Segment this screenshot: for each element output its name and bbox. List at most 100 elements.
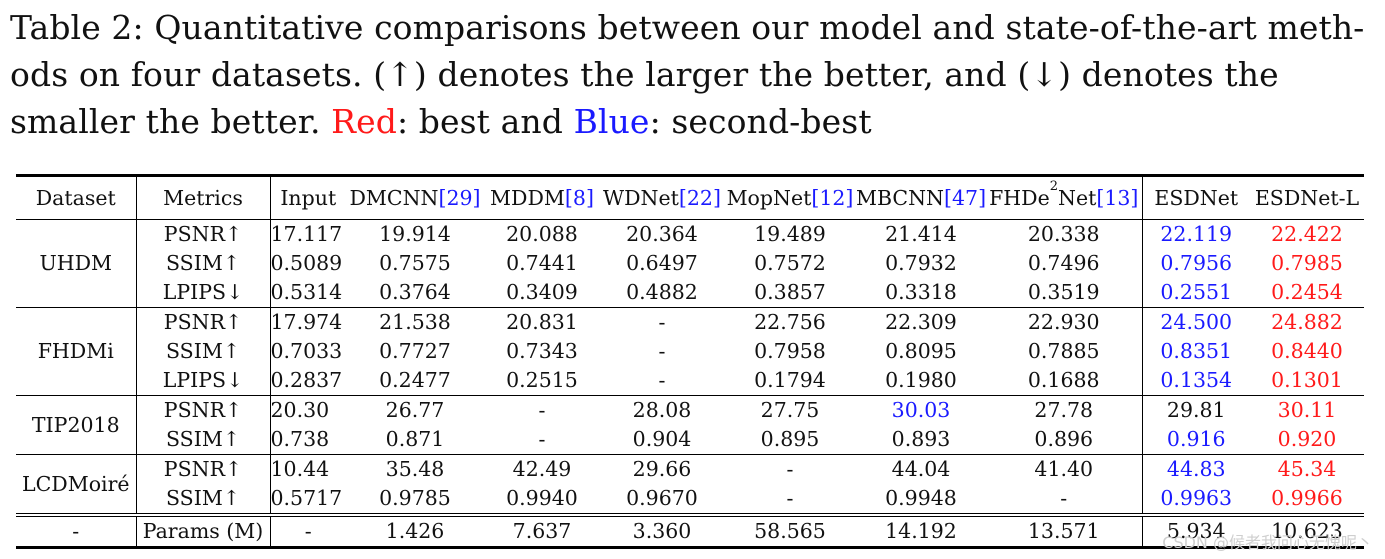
- metric-cell: PSNR↑: [136, 219, 271, 249]
- table-row: LCDMoiré PSNR↑ 10.44 35.48 42.49 29.66-44.04 4…: [16, 454, 1364, 515]
- header-mbcnn: MBCNN[47]: [856, 174, 986, 220]
- value-cell-input: 0.5717: [270, 486, 343, 510]
- value-cell-esdnet: 44.83: [1142, 454, 1250, 484]
- value-cell-mddm: 20.831: [484, 307, 600, 337]
- metric-cell: PSNR↑: [136, 307, 271, 337]
- params-value-esdnetl: 10.623: [1250, 513, 1364, 549]
- dataset-cell: FHDMi: [16, 307, 137, 396]
- value-cell-mopnet: 0.1794: [754, 368, 826, 392]
- table-row: SSIM↑ 0.5717 0.9785 0.9940 0.9670-0.9948-0.9…: [16, 484, 1364, 515]
- value-cell-esdnet: 24.500: [1142, 307, 1250, 337]
- caption-suffix: : second-best: [649, 102, 872, 141]
- value-cell-fhde: 0.7885: [986, 337, 1143, 366]
- value-cell-wdnet: 28.08: [600, 395, 724, 425]
- value-cell-esdnetl: 45.34: [1250, 454, 1364, 484]
- results-table: Dataset Metrics Input DMCNN[29] MDDM[8] …: [16, 174, 1364, 549]
- metric-cell: SSIM↑: [136, 249, 271, 278]
- value-cell-esdnet: 0.2551: [1160, 280, 1233, 304]
- value-cell-esdnet: 0.1354: [1160, 368, 1233, 392]
- value-cell-dmcnn: 0.871: [385, 427, 445, 451]
- table-row: UHDM PSNR↑ 17.117 19.914 20.088 20.364 19.489 2…: [16, 219, 1364, 308]
- value-cell-mbcnn: 30.03: [856, 395, 986, 425]
- caption-red-word: Red: [331, 102, 397, 141]
- metric-cell: LPIPS↓: [136, 278, 271, 308]
- value-cell-input: 17.117: [270, 222, 343, 246]
- value-cell-input: 0.5089: [270, 251, 343, 275]
- value-cell-esdnet: 0.8351: [1160, 339, 1233, 363]
- value-cell-esdnetl: 0.7985: [1271, 251, 1343, 275]
- value-cell-mopnet: 19.489: [754, 222, 826, 246]
- value-cell-dmcnn: 0.9785: [379, 486, 451, 510]
- header-dataset: Dataset: [16, 174, 137, 220]
- value-cell-mddm: 0.9940: [506, 486, 578, 510]
- value-cell-wdnet: 0.9670: [626, 486, 698, 510]
- table-row: FHDMi PSNR↑ 17.974 21.538 20.831-22.756 22.30…: [16, 307, 1364, 396]
- value-cell-esdnetl: 0.1301: [1271, 368, 1343, 392]
- header-wdnet: WDNet[22]: [600, 174, 724, 220]
- value-cell-wdnet: 0.904: [632, 427, 692, 451]
- header-dmcnn: DMCNN[29]: [346, 174, 484, 220]
- caption-text: Table 2: Quantitative comparisons betwee…: [10, 8, 1365, 141]
- params-value-input: -: [270, 513, 346, 549]
- value-cell-mbcnn: 0.893: [891, 427, 951, 451]
- value-cell-fhde: -: [986, 484, 1143, 515]
- value-cell-mddm: -: [484, 395, 600, 425]
- value-cell-mbcnn: 0.9948: [885, 486, 957, 510]
- metric-cell: SSIM↑: [136, 484, 271, 515]
- value-cell-esdnetl: 22.422: [1271, 222, 1343, 246]
- value-cell-fhde: 0.3519: [986, 278, 1143, 308]
- metric-cell: LPIPS↓: [136, 366, 271, 396]
- table-row: SSIM↑ 0.5089 0.7575 0.7441 0.6497 0.7572 0.793…: [16, 249, 1364, 278]
- value-cell-wdnet: -: [658, 339, 666, 363]
- value-cell-dmcnn: 26.77: [346, 395, 484, 425]
- table-row: SSIM↑ 0.738 0.871 - 0.904 0.895 0.893 0.896 0.91…: [16, 425, 1364, 455]
- table-row: SSIM↑ 0.7033 0.7727 0.7343 - 0.7958 0.8095 0.78…: [16, 337, 1364, 366]
- header-mddm: MDDM[8]: [484, 174, 600, 220]
- dataset-cell: LCDMoiré: [16, 454, 137, 515]
- value-cell-esdnet: 0.9963: [1160, 486, 1233, 510]
- header-esdnet: ESDNet: [1142, 174, 1250, 220]
- metric-cell: PSNR↑: [136, 395, 271, 425]
- value-cell-mbcnn: 0.7932: [885, 251, 957, 275]
- value-cell-mddm: 0.7441: [506, 251, 578, 275]
- value-cell-fhde: 0.1688: [986, 366, 1143, 396]
- value-cell-esdnet: 29.81: [1142, 395, 1250, 425]
- value-cell-mbcnn: 0.8095: [885, 339, 957, 363]
- value-cell-mddm: 0.3409: [506, 280, 578, 304]
- value-cell-dmcnn: 0.2477: [379, 368, 451, 392]
- table-row: TIP2018 PSNR↑ 20.30 26.77-28.08 27.75 30.03 27…: [16, 395, 1364, 455]
- table-body: UHDM PSNR↑ 17.117 19.914 20.088 20.364 19.489 2…: [16, 219, 1364, 549]
- value-cell-mopnet: -: [724, 454, 856, 484]
- caption-middle: : best and: [396, 102, 574, 141]
- watermark: CSDN @候者我问心无愧呢丶: [1162, 533, 1373, 552]
- value-cell-mopnet: 0.895: [760, 427, 820, 451]
- table-row: LPIPS↓ 0.2837 0.2477 0.2515 - 0.1794 0.1980 0.1…: [16, 366, 1364, 396]
- header-mopnet: MopNet[12]: [724, 174, 856, 220]
- value-cell-mopnet: 0.3857: [754, 280, 826, 304]
- value-cell-input: 0.2837: [270, 368, 343, 392]
- value-cell-fhde: 0.7496: [986, 249, 1143, 278]
- value-cell-mddm: 42.49: [484, 454, 600, 484]
- value-cell-esdnetl: 0.920: [1277, 427, 1337, 451]
- params-value-esdnet: 5.934: [1142, 513, 1250, 549]
- value-cell-wdnet: 0.4882: [626, 280, 698, 304]
- value-cell-mopnet: 22.756: [724, 307, 856, 337]
- value-cell-mopnet: 27.75: [724, 395, 856, 425]
- params-value-fhde: 13.571: [986, 513, 1143, 549]
- value-cell-esdnetl: 0.8440: [1271, 339, 1343, 363]
- value-cell-wdnet: 29.66: [600, 454, 724, 484]
- header-fhde2net: FHDe2Net[13]: [986, 174, 1143, 220]
- value-cell-mbcnn: 0.3318: [885, 280, 957, 304]
- value-cell-input: 0.738: [270, 427, 330, 451]
- header-metrics: Metrics: [136, 174, 271, 220]
- header-input: Input: [270, 174, 346, 220]
- params-value-wdnet: 3.360: [600, 513, 724, 549]
- value-cell-esdnetl: 30.11: [1250, 395, 1364, 425]
- params-value-dmcnn: 1.426: [346, 513, 484, 549]
- value-cell-esdnet: 22.119: [1160, 222, 1233, 246]
- value-cell-mopnet: 0.7958: [754, 339, 826, 363]
- params-dataset-cell: -: [16, 513, 137, 549]
- table-row: LPIPS↓ 0.5314 0.3764 0.3409 0.4882 0.3857 0.33…: [16, 278, 1364, 308]
- value-cell-dmcnn: 0.7727: [379, 339, 451, 363]
- value-cell-input: 0.5314: [270, 280, 343, 304]
